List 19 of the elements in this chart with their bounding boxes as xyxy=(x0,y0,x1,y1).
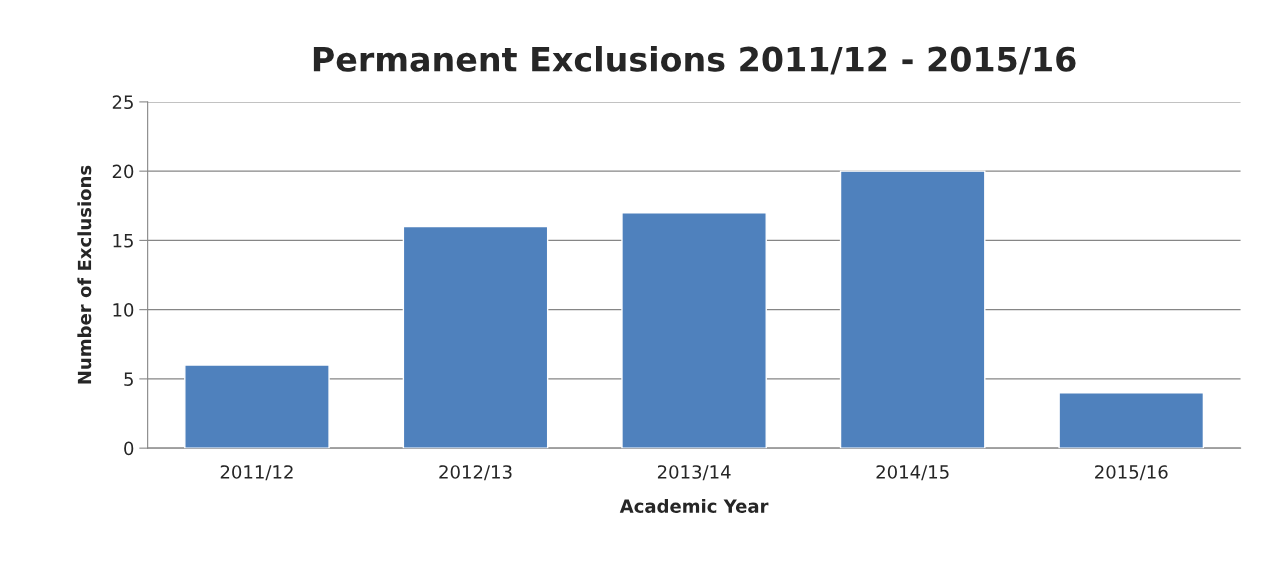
y-tick-label: 5 xyxy=(124,372,133,387)
x-tick-label: 2015/16 xyxy=(1095,465,1168,481)
x-axis-title: Academic Year xyxy=(619,498,769,513)
bar xyxy=(402,225,549,449)
x-tick-label: 2014/15 xyxy=(876,465,949,481)
x-tick-label: 2013/14 xyxy=(657,465,731,481)
y-tick-label: 15 xyxy=(113,234,133,248)
bar xyxy=(1058,392,1205,449)
x-tick-label: 2011/12 xyxy=(220,465,293,481)
y-tick-label: 0 xyxy=(124,441,134,456)
y-tick-label: 20 xyxy=(112,164,134,179)
y-tick-label: 25 xyxy=(112,95,133,110)
chart-title: Permanent Exclusions 2011/12 - 2015/16 xyxy=(313,46,1076,75)
x-tick-label: 2012/13 xyxy=(439,465,512,481)
y-tick-label: 10 xyxy=(113,303,134,317)
bar xyxy=(184,364,330,449)
bar xyxy=(839,170,986,449)
y-axis-title: Number of Exclusions xyxy=(77,165,92,384)
bar xyxy=(621,212,767,449)
